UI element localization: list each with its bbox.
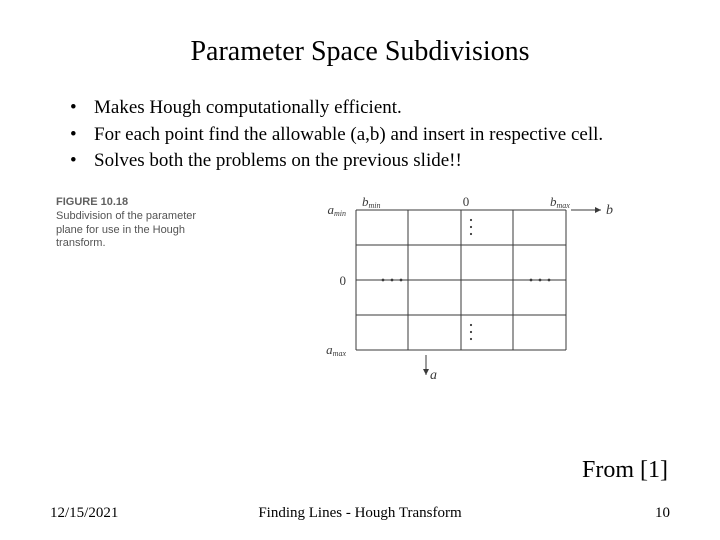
figure-caption: FIGURE 10.18 Subdivision of the paramete… (56, 192, 216, 251)
label-bmin: bmin (362, 194, 381, 210)
footer: 12/15/2021 Finding Lines - Hough Transfo… (50, 505, 670, 522)
bullet-item: For each point find the allowable (a,b) … (70, 123, 670, 148)
footer-page: 10 (655, 505, 670, 522)
parameter-space-diagram: bmin 0 bmax b amin 0 amax (286, 192, 626, 382)
citation: From [1] (582, 457, 668, 484)
dots-top (470, 219, 472, 235)
label-b-axis: b (606, 203, 613, 218)
figure-row: FIGURE 10.18 Subdivision of the paramete… (50, 192, 670, 382)
a-axis-arrow (423, 369, 429, 375)
slide-title: Parameter Space Subdivisions (50, 36, 670, 68)
bullet-list: Makes Hough computationally efficient. F… (70, 96, 670, 174)
footer-title: Finding Lines - Hough Transform (50, 505, 670, 522)
label-bmax: bmax (550, 194, 570, 210)
bullet-item: Solves both the problems on the previous… (70, 149, 670, 174)
diagram-container: bmin 0 bmax b amin 0 amax (216, 192, 670, 382)
bullet-item: Makes Hough computationally efficient. (70, 96, 670, 121)
b-axis-arrow (595, 207, 601, 213)
slide: Parameter Space Subdivisions Makes Hough… (0, 0, 720, 540)
grid (356, 210, 566, 350)
label-zero-top: 0 (463, 194, 470, 209)
label-zero-left: 0 (340, 273, 347, 288)
dots-bottom (470, 324, 472, 340)
label-amin: amin (328, 202, 347, 218)
label-a-axis: a (430, 368, 437, 382)
label-amax: amax (326, 342, 346, 358)
figure-caption-text: Subdivision of the parameter plane for u… (56, 210, 196, 250)
footer-date: 12/15/2021 (50, 505, 118, 522)
figure-number: FIGURE 10.18 (56, 196, 128, 208)
